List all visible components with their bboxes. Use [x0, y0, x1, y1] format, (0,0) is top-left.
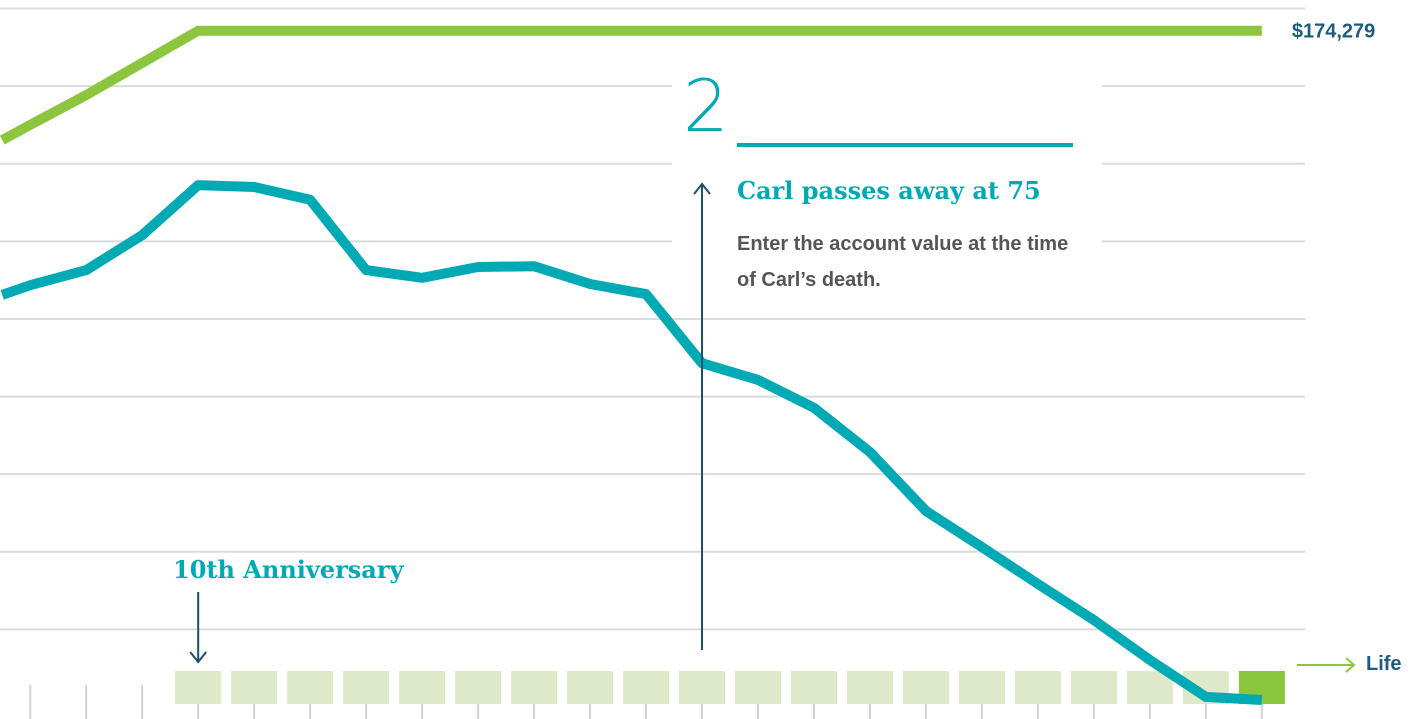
annotation-title: Carl passes away at 75: [737, 176, 1041, 205]
arrow: [693, 182, 711, 650]
data-line: [0, 25, 1262, 145]
arrow: [189, 592, 207, 664]
annotation-text: Enter the account value at the time of C…: [737, 233, 1069, 291]
year-square: [343, 671, 390, 704]
step-number: 2: [683, 64, 729, 148]
axis-arrow: [1297, 657, 1356, 673]
year-square: [846, 671, 893, 704]
annotation-panel: [672, 68, 1102, 308]
annotation-label: 10th Anniversary: [173, 555, 404, 584]
year-square: [231, 671, 278, 704]
year-square: [1014, 671, 1061, 704]
year-square: [679, 671, 726, 704]
year-square: [902, 671, 949, 704]
year-square: [567, 671, 614, 704]
year-square: [958, 671, 1005, 704]
year-square: [1126, 671, 1173, 704]
year-square: [1070, 671, 1117, 704]
year-square: [175, 671, 222, 704]
data-line: [0, 180, 1263, 705]
year-square: [790, 671, 837, 704]
year-square: [735, 671, 782, 704]
x-axis-label: Life: [1366, 653, 1402, 675]
year-square: [511, 671, 558, 704]
value-label: $174,279: [1292, 21, 1375, 43]
year-square: [287, 671, 334, 704]
year-square: [399, 671, 446, 704]
year-square: [623, 671, 670, 704]
year-square: [455, 671, 502, 704]
